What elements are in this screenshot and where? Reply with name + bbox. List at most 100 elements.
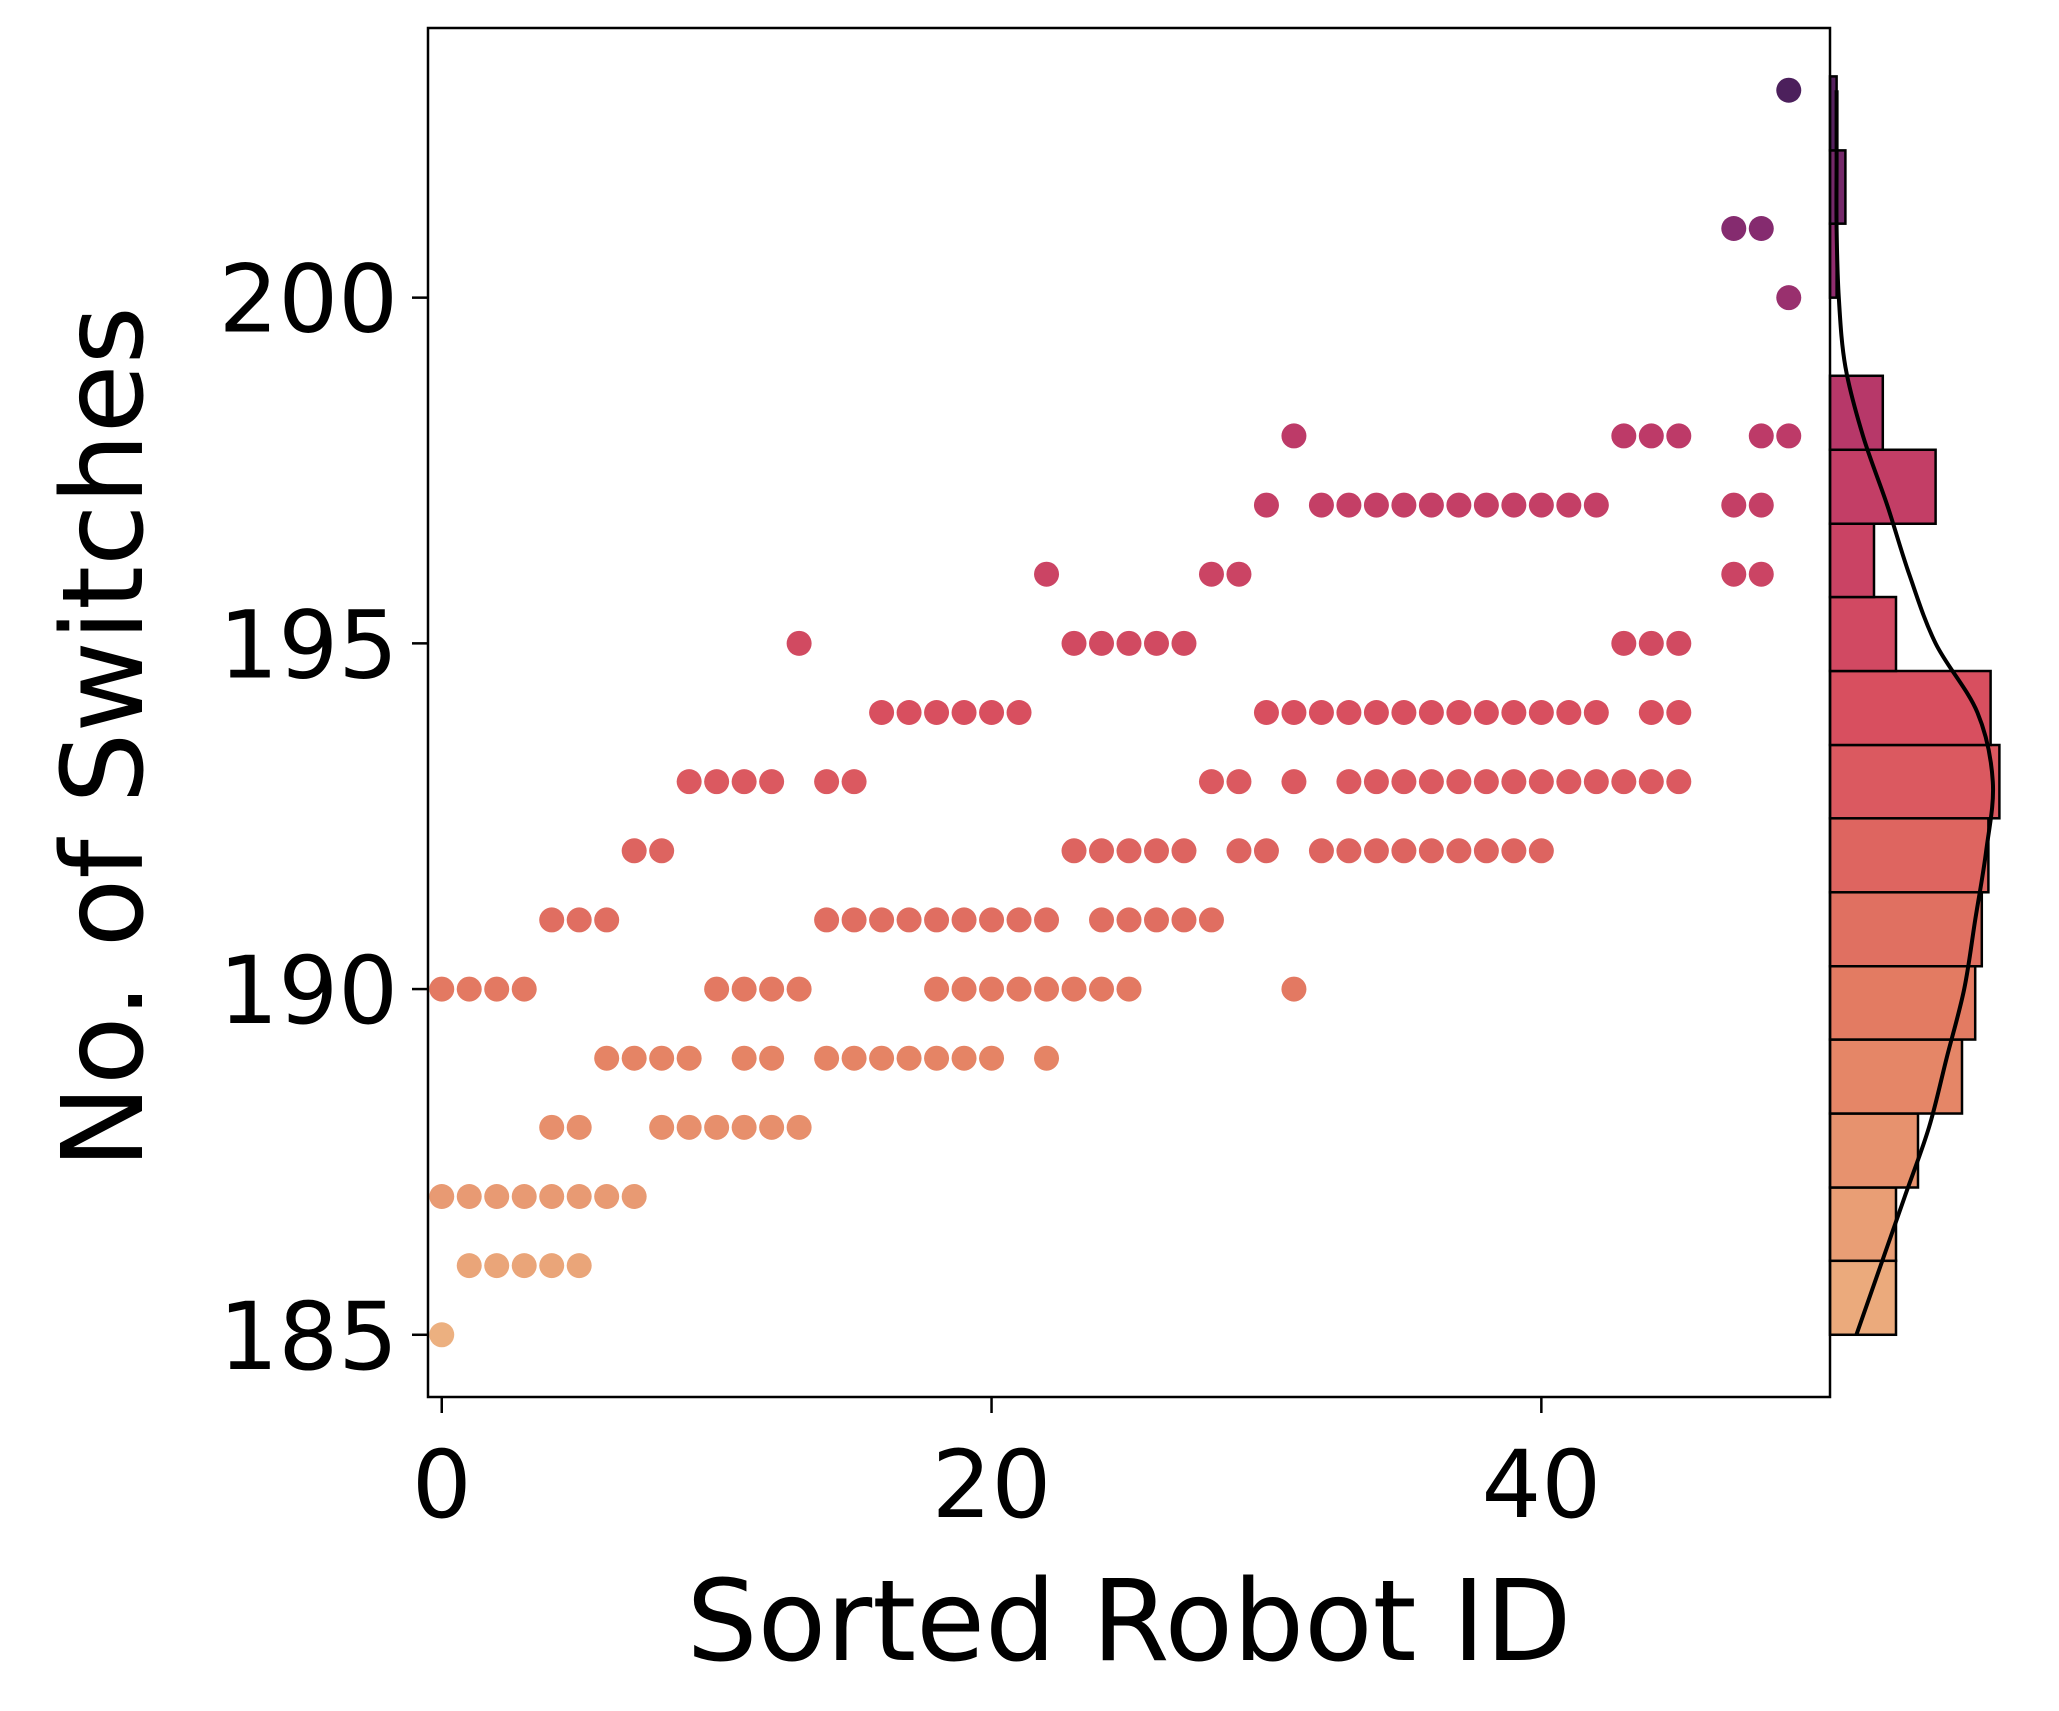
scatter-point [1748,423,1774,449]
scatter-point [1336,838,1362,864]
scatter-point [704,1114,730,1140]
scatter-point [1501,700,1527,725]
x-axis-title: Sorted Robot ID [687,1557,1572,1687]
scatter-point [924,700,950,725]
histogram-bar [1828,743,2001,820]
scatter-point [484,1183,510,1209]
scatter-point [1336,769,1362,795]
scatter-point [539,1253,565,1279]
scatter-point [951,976,977,1002]
y-tick-label: 190 [219,937,398,1046]
scatter-point [1583,769,1609,795]
scatter-point [1748,561,1774,587]
scatter-point [1611,630,1637,656]
scatter-point [594,1183,620,1209]
scatter-point [539,1114,565,1140]
y-tick-label: 195 [219,591,398,700]
scatter-point [1171,630,1197,656]
scatter-point [1061,838,1087,864]
scatter-point [951,1045,977,1071]
scatter-point [429,976,455,1002]
scatter-point [1473,838,1499,864]
scatter-point [759,769,785,795]
scatter-point [1363,492,1389,518]
scatter-point [649,1114,675,1140]
scatter-points-group [429,77,1802,1348]
scatter-point [511,976,537,1002]
scatter-point [1583,700,1609,725]
scatter-point [1528,700,1554,725]
scatter-point [1143,907,1169,933]
scatter-point [1446,838,1472,864]
histogram-bar [1828,595,1898,673]
scatter-point [1089,838,1115,864]
scatter-point [1418,838,1444,864]
scatter-point [1556,769,1582,795]
histogram-bar [1828,522,1876,599]
scatter-point [456,1183,482,1209]
scatter-point [1638,700,1664,725]
scatter-point [1034,907,1060,933]
scatter-point [951,907,977,933]
scatter-point [1253,492,1279,518]
x-tick-label: 40 [1482,1431,1602,1540]
y-axis-title: No. of Switches [39,306,169,1169]
scatter-point [1116,976,1142,1002]
scatter-point [1198,769,1224,795]
scatter-point [649,838,675,864]
scatter-point [594,1045,620,1071]
scatter-point [896,907,922,933]
scatter-point [1391,769,1417,795]
scatter-point [1006,907,1032,933]
x-axis-ticks: 0 20 40 [412,1397,1601,1540]
scatter-point [814,1045,840,1071]
scatter-point [621,1045,647,1071]
scatter-point [1363,769,1389,795]
scatter-point [1363,700,1389,725]
scatter-point [1061,976,1087,1002]
scatter-point [1281,976,1307,1002]
scatter-point [869,907,895,933]
scatter-point [704,976,730,1002]
scatter-point [456,976,482,1002]
scatter-point [1006,976,1032,1002]
scatter-point [594,907,620,933]
scatter-point [1226,838,1252,864]
scatter-point [869,700,895,725]
scatter-point [1171,838,1197,864]
histogram-bar [1828,1112,1920,1189]
scatter-point [1666,630,1692,656]
scatter-point [1089,907,1115,933]
scatter-point [786,976,812,1002]
scatter-point [786,630,812,656]
scatter-point [841,1045,867,1071]
scatter-point [1391,492,1417,518]
scatter-point [1583,492,1609,518]
y-tick-label: 200 [219,246,398,355]
scatter-point [1611,769,1637,795]
scatter-point [1226,561,1252,587]
histogram-bar [1828,1259,1898,1337]
scatter-point [1253,838,1279,864]
scatter-point [1666,769,1692,795]
scatter-point [539,907,565,933]
scatter-point [1391,700,1417,725]
scatter-point [1253,700,1279,725]
scatter-point [1501,838,1527,864]
histogram-bar [1828,1038,1964,1115]
scatter-point [429,1322,455,1348]
scatter-point [1006,700,1032,725]
scatter-point [539,1183,565,1209]
scatter-point [566,1114,592,1140]
scatter-point [1308,700,1334,725]
scatter-point [1721,561,1747,587]
scatter-point [1336,492,1362,518]
scatter-point [1638,423,1664,449]
scatter-point [1776,77,1802,103]
scatter-point [1556,492,1582,518]
scatter-point [1528,492,1554,518]
scatter-point [1528,838,1554,864]
scatter-point [979,976,1005,1002]
scatter-point [731,1114,757,1140]
